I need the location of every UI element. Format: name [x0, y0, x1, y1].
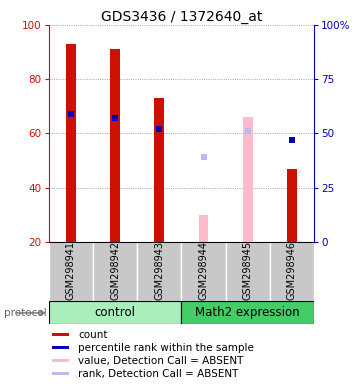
Text: percentile rank within the sample: percentile rank within the sample	[78, 343, 254, 353]
Bar	[243, 117, 253, 242]
Bar	[49, 301, 181, 324]
Bar	[110, 50, 120, 242]
Text: rank, Detection Call = ABSENT: rank, Detection Call = ABSENT	[78, 369, 239, 379]
Text: GSM298944: GSM298944	[199, 241, 209, 300]
Text: count: count	[78, 330, 108, 340]
Text: Math2 expression: Math2 expression	[195, 306, 300, 319]
Text: GSM298941: GSM298941	[66, 241, 76, 300]
Bar	[287, 169, 297, 242]
Text: value, Detection Call = ABSENT: value, Detection Call = ABSENT	[78, 356, 244, 366]
Text: GSM298945: GSM298945	[243, 241, 253, 300]
Bar	[226, 242, 270, 301]
Text: GSM298943: GSM298943	[154, 241, 164, 300]
Bar	[93, 242, 137, 301]
Bar	[155, 98, 164, 242]
Bar	[52, 346, 69, 349]
Bar	[199, 215, 208, 242]
Bar	[52, 333, 69, 336]
Bar	[181, 242, 226, 301]
Bar	[66, 44, 76, 242]
Bar	[52, 372, 69, 375]
Text: GSM298942: GSM298942	[110, 241, 120, 300]
Text: GSM298946: GSM298946	[287, 241, 297, 300]
Text: control: control	[95, 306, 136, 319]
Bar	[181, 301, 314, 324]
Title: GDS3436 / 1372640_at: GDS3436 / 1372640_at	[101, 10, 262, 24]
Bar	[52, 359, 69, 362]
Bar	[49, 242, 93, 301]
Text: protocol: protocol	[4, 308, 46, 318]
Bar	[137, 242, 182, 301]
Bar	[270, 242, 314, 301]
